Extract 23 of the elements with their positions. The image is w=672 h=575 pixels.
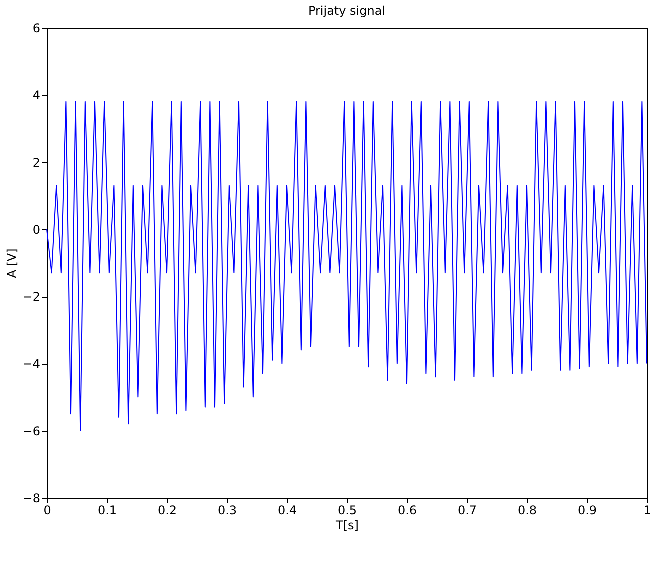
y-tick-label: −6 <box>22 424 40 438</box>
x-tick-label: 1 <box>644 504 652 518</box>
x-tick-label: 0.9 <box>578 504 598 518</box>
x-axis-title: T[s] <box>335 518 359 532</box>
x-tick-label: 0.3 <box>218 504 238 518</box>
x-tick-label: 0.4 <box>278 504 298 518</box>
x-tick-label: 0 <box>44 504 52 518</box>
y-tick-label: 4 <box>32 88 40 103</box>
x-tick-label: 0.5 <box>338 504 358 518</box>
y-axis-title: A [V] <box>4 248 19 278</box>
x-tick-label: 0.8 <box>518 504 538 518</box>
y-tick-label: 2 <box>32 156 40 170</box>
x-tick-label: 0.2 <box>158 504 178 518</box>
y-tick-label: 6 <box>32 22 40 36</box>
x-tick-label: 0.6 <box>398 504 418 518</box>
y-tick-label: −8 <box>22 492 40 506</box>
y-tick-label: −2 <box>22 290 40 304</box>
y-tick-label: 0 <box>32 222 40 237</box>
x-tick-label: 0.7 <box>458 504 478 518</box>
line-series <box>46 101 648 432</box>
x-tick-label: 0.1 <box>98 504 118 518</box>
y-tick-label: −4 <box>22 357 40 372</box>
chart-title: Prijaty signal <box>308 4 386 18</box>
